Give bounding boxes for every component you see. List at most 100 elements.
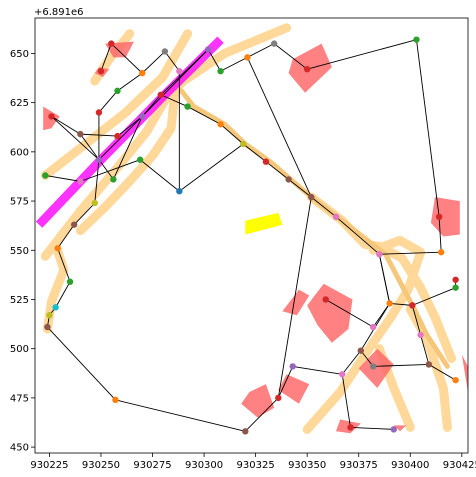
node-n23 [157,91,164,98]
y-tick-label-625: 625 [10,98,29,109]
node-n27 [184,103,191,110]
node-n02 [48,113,55,120]
node-n36 [275,394,282,402]
node-n28 [205,46,212,53]
node-n45 [357,347,364,354]
edge-n23-n28 [160,49,209,96]
node-n30 [217,121,224,128]
y-tick-label-575: 575 [10,197,29,208]
y-offset-text: +6.891e6 [34,7,84,18]
node-n59 [452,376,459,384]
x-tick-label-930325: 930325 [237,460,275,471]
node-n18 [114,87,121,95]
node-n29 [217,67,224,75]
edge-n23-n27 [160,94,188,107]
node-n04 [46,312,53,319]
road-2 [40,23,292,261]
node-n39 [303,65,311,73]
y-tick-label-475: 475 [10,393,29,404]
node-n25 [176,67,183,75]
edge-n21-n12 [98,116,143,161]
x-tick-label-930350: 930350 [288,460,326,471]
edge-n33-n36 [244,397,279,432]
edge-n48-n49 [378,254,391,304]
edge-n56-n55 [438,216,442,253]
node-n47 [369,363,377,370]
node-n35 [270,40,278,47]
edge-n11-n08 [73,202,96,225]
node-n49 [386,300,393,307]
edge-n09-n20 [80,159,141,182]
x-tick-label-930250: 930250 [82,460,120,471]
node-n08 [70,221,78,228]
yellow-patch [245,212,283,235]
edge-n22-n15 [110,43,143,74]
node-n44 [347,424,354,431]
node-n38 [289,363,296,370]
building-9 [358,348,394,388]
edge-n21-n23 [141,94,162,117]
edge-n31-n26 [179,143,244,192]
x-tick-label-930300: 930300 [185,460,223,471]
building-6 [307,283,353,343]
node-n33 [242,428,249,435]
node-n05 [52,304,59,311]
node-n11 [91,199,98,207]
node-n37 [285,176,292,183]
axes-frame [34,17,469,454]
node-n40 [308,193,315,201]
edge-n27-n30 [187,106,221,125]
node-n46 [369,323,377,331]
x-tick-label-930400: 930400 [391,460,429,471]
edge-n58-n51 [412,287,456,306]
x-tick-label-930375: 930375 [340,460,378,471]
edge-n01-n09 [45,175,81,182]
node-n24 [161,48,169,55]
y-tick-label-550: 550 [10,246,29,257]
edge-n49-n51 [389,302,413,306]
edge-n40-n42 [311,196,337,218]
edge-n47-n54 [373,363,429,367]
node-n42 [332,213,340,221]
edge-n46-n41 [325,299,374,328]
node-n48 [376,250,383,258]
edge-n02-n10 [51,116,81,135]
node-n51 [409,302,416,309]
edge-n36-n38 [277,366,294,399]
node-n06 [44,323,51,331]
node-n34 [262,158,270,165]
x-tick-label-930275: 930275 [133,460,171,471]
edge-n28-n21 [141,49,209,117]
edge-n15-n14 [100,43,112,72]
node-n31 [240,140,247,148]
edge-n43-n45 [341,350,362,375]
edge-n39-n35 [273,43,308,70]
edge-n08-n03 [57,224,75,249]
building-13 [461,354,468,392]
node-n41 [322,296,329,303]
axes: 930225 930250 930275 930300 930325 930350 9303… [10,17,476,471]
edge-n03-n07 [57,248,71,282]
node-n12 [95,156,103,163]
road-1 [40,29,193,180]
plot-content [35,23,468,435]
edge-n43-n44 [341,374,351,428]
node-n14 [97,67,105,75]
edge-n24-n22 [141,51,166,74]
node-n50 [390,426,397,433]
edge-n40-n36 [277,197,312,398]
node-n09 [77,178,84,185]
node-n07 [66,278,74,285]
edge-n10-n16 [79,133,114,180]
edge-n48-n56 [379,251,442,255]
node-n15 [108,40,115,47]
node-n52 [413,36,420,43]
edge-n22-n18 [117,72,143,92]
node-n56 [437,249,445,256]
node-n32 [244,54,251,61]
node-n13 [95,109,103,116]
edge-n38-n43 [292,365,343,375]
edge-n30-n31 [220,123,244,145]
plot-area [35,23,468,435]
